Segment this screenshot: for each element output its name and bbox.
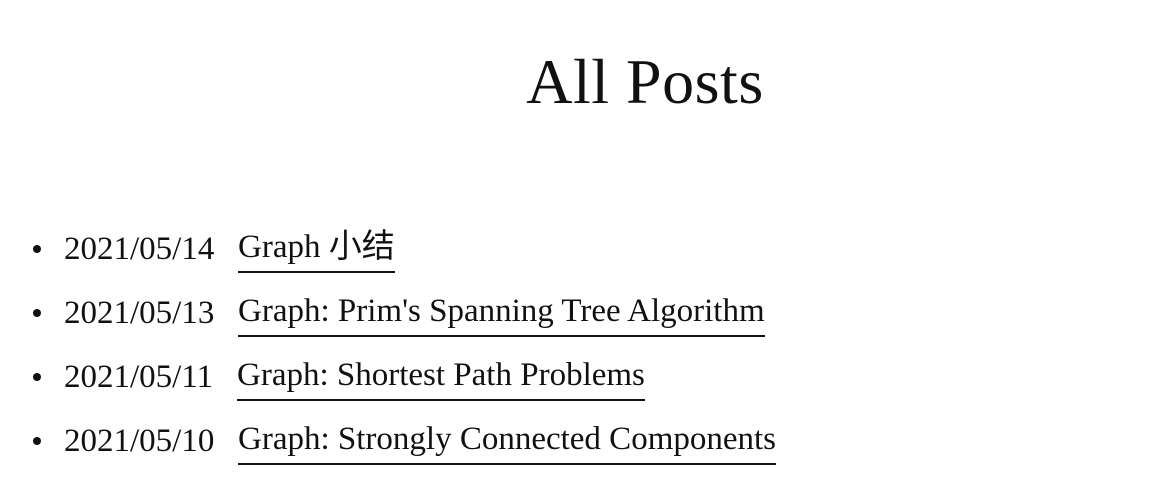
post-link[interactable]: Graph: Shortest Path Problems [237, 353, 645, 401]
bullet-icon [33, 245, 41, 253]
post-date: 2021/05/11 [64, 359, 214, 395]
bullet-icon [33, 373, 41, 381]
post-link[interactable]: Graph: Strongly Connected Components [238, 417, 777, 465]
bullet-icon [33, 309, 41, 317]
post-link[interactable]: Graph 小结 [238, 225, 395, 273]
post-date: 2021/05/14 [64, 231, 215, 267]
post-date: 2021/05/13 [64, 295, 215, 331]
post-date: 2021/05/10 [64, 423, 215, 459]
page-title: All Posts [526, 46, 764, 117]
post-link[interactable]: Graph: Prim's Spanning Tree Algorithm [238, 289, 765, 337]
bullet-icon [33, 437, 41, 445]
